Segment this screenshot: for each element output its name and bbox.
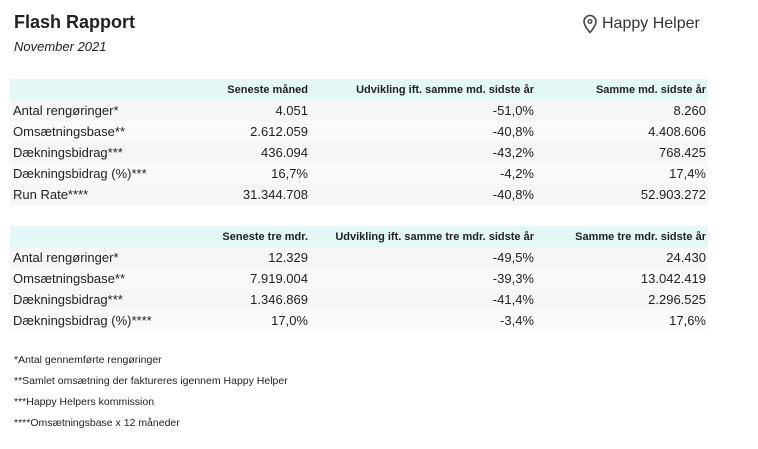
cell: Dækningsbidrag*** [10, 142, 215, 163]
data-table: Seneste måned Udvikling ift. samme md. si… [10, 79, 708, 205]
cell: 768.425 [536, 142, 708, 163]
cell: -4,2% [310, 163, 536, 184]
table-row: Dækningsbidrag (%)*** 16,7% -4,2% 17,4% [10, 163, 708, 184]
cell: 2.296.525 [536, 289, 708, 310]
table-row: Omsætningsbase** 2.612.059 -40,8% 4.408.606 [10, 121, 708, 142]
footnote: **Samlet omsætning der faktureres igenne… [14, 375, 288, 387]
column-header: Seneste tre mdr. [215, 226, 310, 247]
table-row: Omsætningsbase** 7.919.004 -39,3% 13.042.41… [10, 268, 708, 289]
footnote: ****Omsætningsbase x 12 måneder [14, 417, 180, 429]
cell: -3,4% [310, 310, 536, 331]
cell: 24.430 [536, 247, 708, 268]
cell: Run Rate**** [10, 184, 215, 205]
column-header: Udvikling ift. samme tre mdr. sidste år [310, 226, 536, 247]
column-header: Samme tre mdr. sidste år [536, 226, 708, 247]
cell: -40,8% [310, 121, 536, 142]
cell: Antal rengøringer* [10, 247, 215, 268]
header-row: Seneste tre mdr. Udvikling ift. samme tre… [10, 226, 708, 247]
cell: 52.903.272 [536, 184, 708, 205]
table-row: Antal rengøringer* 12.329 -49,5% 24.430 [10, 247, 708, 268]
cell: 12.329 [215, 247, 310, 268]
cell: 7.919.004 [215, 268, 310, 289]
cell: 13.042.419 [536, 268, 708, 289]
cell: -51,0% [310, 100, 536, 121]
cell: Antal rengøringer* [10, 100, 215, 121]
table-row: Antal rengøringer* 4.051 -51,0% 8.260 [10, 100, 708, 121]
cell: Omsætningsbase** [10, 268, 215, 289]
column-header [10, 79, 215, 100]
cell: 2.612.059 [215, 121, 310, 142]
column-header: Udvikling ift. samme md. sidste år [310, 79, 536, 100]
column-header [10, 226, 215, 247]
column-header: Samme md. sidste år [536, 79, 708, 100]
table-row: Dækningsbidrag (%)**** 17,0% -3,4% 17,6% [10, 310, 708, 331]
logo: Happy Helper [582, 14, 700, 34]
header-row: Seneste måned Udvikling ift. samme md. si… [10, 79, 708, 100]
cell: 17,0% [215, 310, 310, 331]
cell: 4.408.606 [536, 121, 708, 142]
footnote: ***Happy Helpers kommission [14, 396, 155, 408]
cell: 1.346.869 [215, 289, 310, 310]
cell: -39,3% [310, 268, 536, 289]
cell: 4.051 [215, 100, 310, 121]
table-row: Run Rate**** 31.344.708 -40,8% 52.903.272 [10, 184, 708, 205]
cell: -49,5% [310, 247, 536, 268]
logo-text: Happy Helper [602, 15, 700, 32]
table-row: Dækningsbidrag*** 1.346.869 -41,4% 2.296.52… [10, 289, 708, 310]
cell: Omsætningsbase** [10, 121, 215, 142]
cell: 17,4% [536, 163, 708, 184]
cell: 31.344.708 [215, 184, 310, 205]
cell: 8.260 [536, 100, 708, 121]
cell: 17,6% [536, 310, 708, 331]
cell: 436.094 [215, 142, 310, 163]
cell: -41,4% [310, 289, 536, 310]
column-header: Seneste måned [215, 79, 310, 100]
table-row: Dækningsbidrag*** 436.094 -43,2% 768.425 [10, 142, 708, 163]
cell: Dækningsbidrag (%)**** [10, 310, 215, 331]
cell: Dækningsbidrag (%)*** [10, 163, 215, 184]
title: Flash Rapport [14, 12, 136, 32]
subtitle: November 2021 [14, 39, 107, 54]
cell: -40,8% [310, 184, 536, 205]
cell: 16,7% [215, 163, 310, 184]
cell: Dækningsbidrag*** [10, 289, 215, 310]
logo-icon [583, 14, 597, 34]
cell: -43,2% [310, 142, 536, 163]
footnote: *Antal gennemførte rengøringer [14, 354, 162, 366]
data-table: Seneste tre mdr. Udvikling ift. samme tre… [10, 226, 708, 331]
